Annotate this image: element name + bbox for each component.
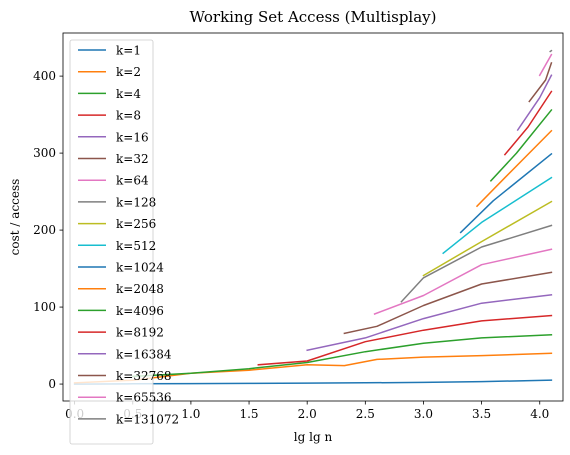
y-axis: 0 100 200 300 400 (33, 69, 63, 391)
x-tick-label: 3.5 (472, 407, 491, 421)
series-line-k-8192 (503, 90, 553, 156)
legend: k=1 k=2 k=4 k=8 k=16 k=32 k=64 k=128 k=256 k=512 k… (69, 39, 179, 445)
x-tick-label: 1.5 (239, 407, 258, 421)
series-line-k-64 (373, 248, 553, 315)
series-line-k-2 (73, 352, 553, 384)
legend-box (69, 39, 154, 445)
legend-label: k=4096 (116, 304, 164, 318)
series-line-k-256 (422, 200, 553, 277)
y-tick-label: 200 (33, 223, 56, 237)
y-tick-label: 300 (33, 146, 56, 160)
series-line-k-16 (306, 293, 553, 352)
legend-label: k=16384 (116, 347, 172, 361)
legend-label: k=32 (116, 152, 149, 166)
legend-label: k=8 (116, 109, 141, 123)
legend-label: k=2048 (116, 282, 164, 296)
legend-label: k=64 (116, 174, 149, 188)
series-line-k-512 (442, 176, 553, 255)
x-tick-label: 4.0 (530, 407, 549, 421)
legend-label: k=4 (116, 87, 141, 101)
legend-label: k=16 (116, 130, 149, 144)
series-layer (73, 49, 553, 385)
x-tick-label: 2.0 (298, 407, 317, 421)
series-line-k-65536 (538, 53, 553, 77)
x-tick-label: 1.0 (181, 407, 200, 421)
legend-label: k=1024 (116, 261, 164, 275)
series-line-k-128 (400, 224, 553, 303)
y-axis-label: cost / access (8, 179, 22, 256)
legend-label: k=256 (116, 217, 156, 231)
legend-label: k=128 (116, 195, 156, 209)
chart-title: Working Set Access (Multisplay) (189, 8, 436, 26)
y-tick-label: 100 (33, 300, 56, 314)
legend-label: k=512 (116, 239, 156, 253)
plot-frame (62, 32, 564, 402)
series-line-k-32768 (528, 62, 553, 103)
series-line-k-32 (343, 271, 553, 335)
series-line-k-16384 (516, 74, 553, 132)
legend-label: k=1 (116, 44, 141, 58)
legend-label: k=32768 (116, 369, 172, 383)
series-line-k-4096 (489, 108, 553, 182)
legend-label: k=65536 (116, 391, 172, 405)
x-tick-label: 3.0 (414, 407, 433, 421)
series-line-k-4 (132, 334, 553, 378)
y-tick-label: 400 (33, 69, 56, 83)
series-line-k-2048 (475, 129, 553, 208)
y-tick-label: 0 (48, 377, 56, 391)
series-line-k-8 (257, 314, 553, 366)
series-line-k-131072 (549, 49, 553, 53)
x-axis-label: lg lg n (294, 430, 333, 444)
x-tick-label: 2.5 (356, 407, 375, 421)
legend-label: k=2 (116, 65, 141, 79)
legend-label: k=131072 (116, 412, 179, 426)
series-line-k-1024 (459, 152, 553, 234)
legend-label: k=8192 (116, 326, 164, 340)
